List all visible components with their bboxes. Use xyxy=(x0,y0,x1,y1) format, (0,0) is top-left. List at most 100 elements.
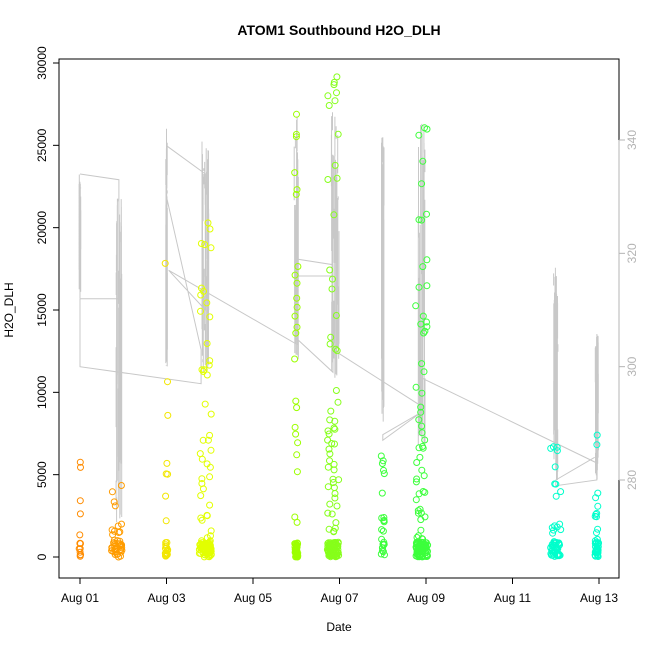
data-point xyxy=(378,526,386,534)
data-point xyxy=(116,528,124,536)
data-point xyxy=(593,547,601,555)
data-point xyxy=(203,460,211,468)
data-point xyxy=(331,440,338,448)
data-point xyxy=(198,475,206,483)
data-point xyxy=(378,460,386,467)
data-point xyxy=(412,383,420,391)
data-point xyxy=(413,538,421,546)
data-point xyxy=(199,485,207,493)
data-point xyxy=(380,514,388,521)
data-point xyxy=(113,537,121,545)
data-point xyxy=(162,550,170,558)
data-point xyxy=(198,366,206,374)
right-line-segment xyxy=(381,137,385,422)
data-point xyxy=(117,482,125,489)
data-point xyxy=(594,502,602,510)
y-tick-label: 10000 xyxy=(35,375,49,409)
data-point xyxy=(547,444,555,452)
data-point xyxy=(203,534,211,542)
data-point xyxy=(593,535,601,543)
y-tick-label: 0 xyxy=(35,553,49,560)
data-point xyxy=(76,539,84,547)
data-point xyxy=(333,347,341,355)
data-point xyxy=(206,313,214,321)
data-point xyxy=(112,542,120,550)
data-point xyxy=(334,130,342,138)
data-point xyxy=(291,312,299,320)
data-point xyxy=(333,502,341,510)
data-point xyxy=(413,475,421,483)
data-point xyxy=(332,387,340,394)
data-point xyxy=(335,476,343,484)
data-point xyxy=(327,407,335,415)
data-point xyxy=(293,294,301,302)
data-point xyxy=(201,551,209,559)
data-point xyxy=(334,546,342,554)
data-point xyxy=(552,480,560,488)
data-point xyxy=(201,241,209,249)
y-tick-label: 20000 xyxy=(35,211,49,245)
data-point xyxy=(291,355,299,363)
data-point xyxy=(330,539,337,547)
x-tick-label: Aug 03 xyxy=(147,591,185,605)
data-point xyxy=(76,497,84,505)
data-point xyxy=(331,490,339,497)
data-point xyxy=(418,422,426,430)
data-point xyxy=(423,323,431,331)
data-point xyxy=(207,446,215,454)
data-point xyxy=(593,431,601,439)
data-point xyxy=(329,475,337,483)
data-point xyxy=(207,244,215,252)
data-point xyxy=(412,478,420,486)
data-point xyxy=(326,450,334,458)
data-point xyxy=(420,329,428,337)
data-point xyxy=(164,411,172,419)
data-point xyxy=(293,404,301,412)
data-point xyxy=(206,357,214,365)
data-point xyxy=(423,318,430,326)
data-point xyxy=(292,540,299,548)
data-point xyxy=(418,429,426,437)
data-point xyxy=(328,510,336,518)
y-tick-label: 5000 xyxy=(35,461,49,488)
data-point xyxy=(294,540,302,548)
data-point xyxy=(331,417,339,425)
data-point xyxy=(76,510,84,518)
data-point xyxy=(326,457,333,465)
x-tick-label: Aug 13 xyxy=(580,591,618,605)
data-point xyxy=(76,531,84,539)
data-point xyxy=(291,513,299,521)
data-point xyxy=(206,463,214,471)
data-point xyxy=(417,516,425,524)
data-point xyxy=(111,546,119,553)
data-points xyxy=(75,73,602,561)
data-point xyxy=(292,190,300,198)
data-point xyxy=(592,510,600,518)
data-point xyxy=(380,466,387,474)
data-point xyxy=(592,494,600,502)
data-point xyxy=(110,527,118,535)
data-point xyxy=(548,524,556,532)
data-point xyxy=(293,451,301,459)
data-point xyxy=(292,130,300,138)
data-point xyxy=(415,216,423,224)
y-axis-right: 280 300 320 340 xyxy=(618,130,639,490)
data-point xyxy=(196,450,204,458)
data-point xyxy=(109,531,117,539)
data-point xyxy=(412,302,420,310)
data-point xyxy=(331,425,339,433)
data-point xyxy=(197,492,205,500)
data-point xyxy=(206,431,214,439)
y-axis-left: 0 5000 10000 15000 20000 25000 30000 xyxy=(35,46,60,560)
data-point xyxy=(76,552,84,560)
data-point xyxy=(326,500,334,508)
data-point xyxy=(199,436,207,444)
data-point xyxy=(378,489,386,497)
x-tick-label: Aug 07 xyxy=(320,591,358,605)
data-point xyxy=(197,240,205,247)
data-point xyxy=(331,494,339,502)
right-line-segment xyxy=(330,112,340,378)
x-tick-label: Aug 01 xyxy=(61,591,99,605)
data-point xyxy=(207,410,215,418)
data-point xyxy=(161,259,169,267)
